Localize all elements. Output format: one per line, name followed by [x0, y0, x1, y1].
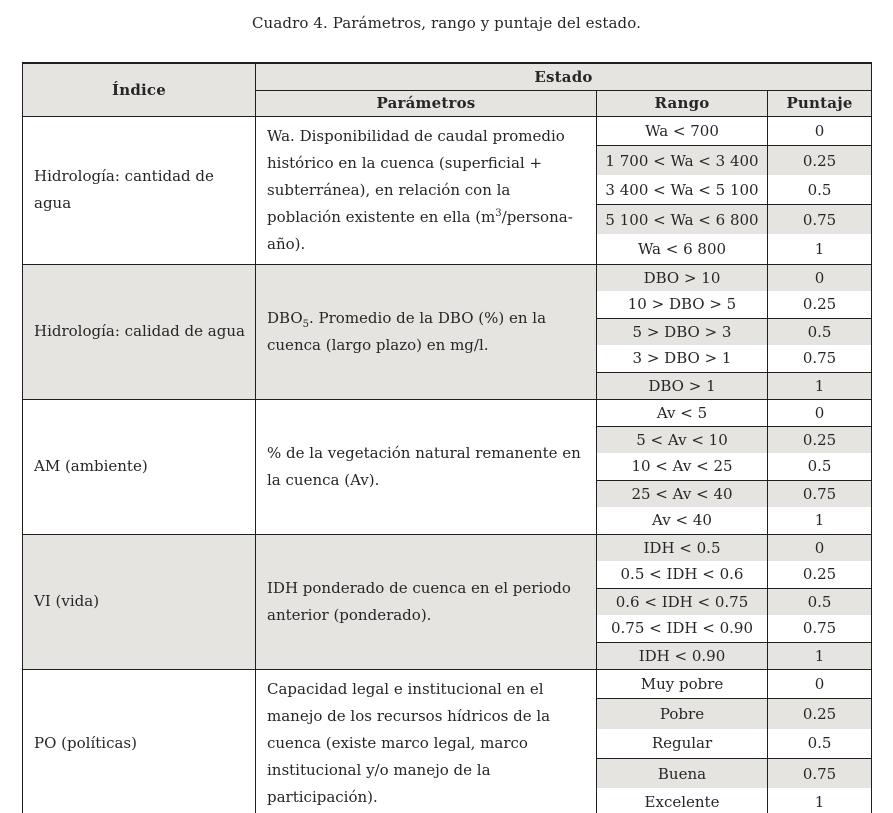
- table-row: VI (vida) IDH ponderado de cuenca en el p…: [22, 533, 872, 669]
- table-row: 0.75 < IDH < 0.90 0.75: [23, 615, 872, 642]
- puntaje-cell: 0.75: [767, 757, 872, 789]
- puntaje-cell: 0.75: [802, 619, 837, 638]
- table-row: 0.5 < IDH < 0.6 0.25: [23, 561, 872, 588]
- rango-cell: 10 < Av < 25: [596, 453, 768, 480]
- table-row: Regular 0.5: [23, 728, 872, 759]
- puntaje-cell: 0.25: [802, 295, 837, 314]
- rango-cell: 10 > DBO > 5: [596, 291, 768, 318]
- header-estado: Estado: [254, 62, 873, 91]
- table-row: 25 < Av < 40 0.75: [23, 479, 872, 507]
- table-body: Hidrología: cantidad de agua Wa. Disponib…: [22, 115, 872, 813]
- table-row: 5 > DBO > 3 0.5: [23, 317, 872, 345]
- indice-cell: Hidrología: cantidad de agua: [22, 115, 256, 264]
- rango-cell: Av < 40: [596, 507, 768, 534]
- rango-cell: Wa < 700: [596, 115, 768, 146]
- puntaje-cell: 0: [767, 668, 872, 699]
- table-row: Excelente 1: [23, 788, 872, 813]
- parametros-cell: % de la vegetación natural remanente en …: [255, 398, 597, 534]
- table-row: IDH < 0.90 1: [23, 641, 872, 669]
- puntaje-cell: 1: [767, 371, 872, 399]
- header-row-estado: Índice Estado: [22, 62, 873, 117]
- puntaje-cell: 0.25: [767, 145, 872, 176]
- table-row: 3 > DBO > 1 0.75: [23, 345, 872, 372]
- table-header: Índice Estado Parámetros Rango Puntaje: [22, 62, 873, 117]
- parametros-cell: Capacidad legal e institucional en el ma…: [255, 668, 597, 813]
- rango-cell: 5 > DBO > 3: [596, 317, 768, 345]
- table-row: 10 > DBO > 5 0.25: [23, 291, 872, 318]
- puntaje-cell: 1: [814, 793, 825, 812]
- rango-cell: 1 700 < Wa < 3 400: [596, 145, 768, 176]
- puntaje-cell: 0.5: [807, 734, 832, 753]
- rango-cell: Regular: [596, 728, 768, 759]
- puntaje-cell: 1: [767, 641, 872, 669]
- rango-cell: 3 400 < Wa < 5 100: [596, 175, 768, 205]
- puntaje-cell: 0.75: [767, 479, 872, 507]
- rango-cell: 3 > DBO > 1: [596, 345, 768, 372]
- puntaje-cell: 1: [814, 511, 825, 530]
- puntaje-cell: 0.5: [767, 587, 872, 615]
- indice-cell: Hidrología: calidad de agua: [22, 263, 256, 399]
- indice-cell: AM (ambiente): [22, 398, 256, 534]
- header-indice: Índice: [22, 62, 256, 117]
- puntaje-cell: 0.75: [802, 349, 837, 368]
- header-rango: Rango: [596, 89, 768, 117]
- rango-cell: 0.75 < IDH < 0.90: [596, 615, 768, 642]
- parameters-table: Índice Estado Parámetros Rango Puntaje H…: [22, 62, 873, 813]
- puntaje-cell: 0: [767, 263, 872, 291]
- table-row: Wa < 6 800 1: [23, 234, 872, 264]
- rango-cell: DBO > 1: [596, 371, 768, 399]
- rango-cell: 0.5 < IDH < 0.6: [596, 561, 768, 588]
- puntaje-cell: 0: [767, 533, 872, 561]
- rango-cell: IDH < 0.90: [596, 641, 768, 669]
- puntaje-cell: 0.5: [807, 180, 832, 199]
- table-row: 1 700 < Wa < 3 400 0.25: [23, 145, 872, 176]
- rango-cell: Wa < 6 800: [596, 234, 768, 264]
- rango-cell: Excelente: [596, 788, 768, 813]
- header-row-columns: Parámetros Rango Puntaje: [23, 89, 873, 117]
- header-parametros: Parámetros: [255, 89, 597, 117]
- table-row: PO (políticas) Capacidad legal e instituc…: [22, 668, 872, 813]
- table-row: Pobre 0.25: [23, 698, 872, 729]
- table-row: Hidrología: calidad de agua DBO5. Promedi…: [22, 263, 872, 399]
- rango-cell: 25 < Av < 40: [596, 479, 768, 507]
- indice-cell: PO (políticas): [22, 668, 256, 813]
- rango-cell: Muy pobre: [596, 668, 768, 699]
- puntaje-cell: 0.5: [767, 317, 872, 345]
- rango-cell: 5 100 < Wa < 6 800: [596, 204, 768, 235]
- table-row: Av < 40 1: [23, 507, 872, 534]
- rango-cell: Pobre: [596, 698, 768, 729]
- puntaje-cell: 1: [814, 239, 825, 258]
- puntaje-cell: 0: [767, 115, 872, 146]
- rango-cell: IDH < 0.5: [596, 533, 768, 561]
- page-title: Cuadro 4. Parámetros, rango y puntaje de…: [251, 14, 641, 32]
- puntaje-cell: 0.25: [767, 425, 872, 453]
- puntaje-cell: 0.25: [767, 698, 872, 729]
- table-row: 0.6 < IDH < 0.75 0.5: [23, 587, 872, 615]
- puntaje-cell: 0: [767, 398, 872, 426]
- table-row: Buena 0.75: [23, 757, 872, 789]
- table-row: 5 < Av < 10 0.25: [23, 425, 872, 453]
- table-row: AM (ambiente)% de la vegetación natural …: [22, 398, 872, 534]
- indice-cell: VI (vida): [22, 533, 256, 669]
- table-row: 5 100 < Wa < 6 800 0.75: [23, 204, 872, 235]
- parametros-cell: Wa. Disponibilidad de caudal promedio hi…: [255, 115, 597, 264]
- parametros-cell: IDH ponderado de cuenca en el periodo an…: [255, 533, 597, 669]
- header-puntaje: Puntaje: [766, 89, 873, 117]
- table-row: Hidrología: cantidad de agua Wa. Disponib…: [22, 115, 872, 264]
- parametros-cell: DBO5. Promedio de la DBO (%) en la cuenc…: [255, 263, 597, 399]
- rango-cell: Av < 5: [596, 398, 768, 426]
- rango-cell: Buena: [596, 757, 768, 789]
- table-row: 3 400 < Wa < 5 100 0.5: [23, 175, 872, 205]
- puntaje-cell: 0.75: [767, 204, 872, 235]
- rango-cell: DBO > 10: [596, 263, 768, 291]
- table-row: 10 < Av < 25 0.5: [23, 453, 872, 480]
- rango-cell: 0.6 < IDH < 0.75: [596, 587, 768, 615]
- rango-cell: 5 < Av < 10: [596, 425, 768, 453]
- puntaje-cell: 0.5: [807, 457, 832, 476]
- puntaje-cell: 0.25: [802, 565, 837, 584]
